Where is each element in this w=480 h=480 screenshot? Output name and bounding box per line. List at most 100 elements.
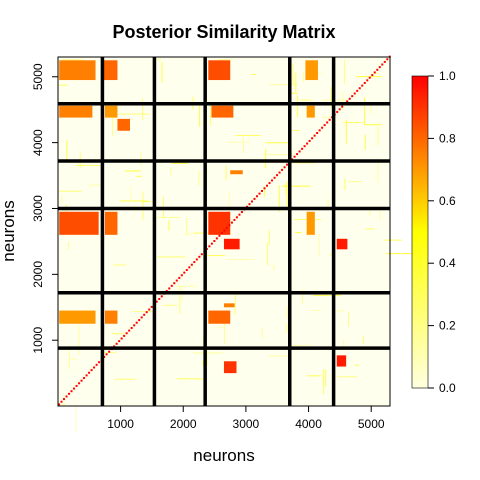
diagonal-cell — [255, 195, 258, 198]
diagonal-cell — [235, 216, 238, 219]
diagonal-cell — [271, 179, 274, 182]
texture-mark — [111, 333, 125, 335]
diagonal-cell — [225, 226, 228, 229]
texture-mark — [263, 186, 265, 197]
diagonal-cell — [321, 126, 324, 129]
texture-mark — [386, 253, 415, 255]
texture-mark — [336, 310, 345, 312]
texture-mark — [313, 294, 341, 296]
diagonal-cell — [230, 221, 233, 224]
texture-mark — [226, 258, 255, 260]
similarity-block — [223, 303, 235, 308]
diagonal-cell — [80, 379, 83, 382]
texture-mark — [225, 165, 227, 180]
y-tick-label: 5000 — [31, 63, 45, 90]
diagonal-cell — [150, 305, 153, 308]
x-tick-label: 5000 — [358, 417, 385, 431]
texture-mark — [370, 102, 372, 114]
texture-mark — [318, 234, 320, 256]
colorbar-ticks: 0.0 0.2 0.4 0.6 0.8 1.0 — [428, 69, 456, 395]
y-tick-label: 4000 — [31, 129, 45, 156]
diagonal-cell — [358, 87, 361, 90]
texture-mark — [193, 352, 223, 354]
y-axis-title: neurons — [0, 200, 18, 261]
diagonal-cell — [73, 387, 76, 390]
diagonal-cell — [381, 63, 384, 66]
texture-mark — [58, 190, 82, 192]
texture-mark — [161, 62, 163, 83]
diagonal-cell — [266, 184, 269, 187]
texture-mark — [157, 216, 181, 218]
texture-mark — [278, 185, 280, 213]
texture-mark — [364, 124, 382, 126]
texture-mark — [112, 110, 114, 137]
texture-mark — [267, 355, 288, 357]
diagonal-cell — [178, 276, 181, 279]
texture-mark — [120, 200, 148, 202]
diagonal-cell — [351, 95, 354, 98]
texture-mark — [206, 255, 226, 257]
texture-mark — [88, 184, 105, 186]
texture-mark — [75, 164, 101, 166]
texture-mark — [140, 152, 142, 167]
texture-mark — [354, 364, 359, 366]
texture-mark — [61, 194, 63, 204]
diagonal-cell — [125, 332, 128, 335]
similarity-block — [104, 310, 118, 324]
diagonal-cell — [98, 361, 101, 364]
texture-mark — [206, 213, 208, 221]
texture-mark — [293, 162, 315, 164]
diagonal-cell — [301, 147, 304, 150]
diagonal-cell — [180, 274, 183, 277]
diagonal-cell — [173, 282, 176, 285]
diagonal-cell — [168, 287, 171, 290]
texture-mark — [286, 181, 288, 210]
texture-mark — [327, 199, 329, 207]
diagonal-cell — [376, 68, 379, 71]
diagonal-cell — [88, 371, 91, 374]
similarity-block — [223, 361, 237, 374]
diagonal-cell — [115, 342, 118, 345]
texture-mark — [172, 162, 189, 164]
texture-mark — [99, 351, 117, 353]
diagonal-cell — [70, 390, 73, 393]
diagonal-cell — [371, 74, 374, 77]
colorbar-tick-label: 0.8 — [439, 131, 456, 145]
diagonal-cell — [278, 171, 281, 174]
x-tick-label: 4000 — [295, 417, 322, 431]
texture-mark — [179, 285, 181, 314]
texture-mark — [176, 378, 204, 380]
diagonal-cell — [260, 189, 263, 192]
diagonal-cell — [60, 400, 63, 403]
similarity-block — [101, 60, 118, 81]
diagonal-cell — [160, 295, 163, 298]
diagonal-cell — [58, 403, 60, 406]
texture-mark — [199, 103, 201, 127]
diagonal-cell — [85, 374, 88, 377]
texture-mark — [306, 375, 322, 377]
similarity-block — [59, 60, 96, 81]
diagonal-cell — [383, 60, 386, 63]
texture-mark — [377, 157, 379, 183]
texture-mark — [323, 369, 325, 395]
diagonal-cell — [138, 319, 141, 322]
texture-mark — [70, 358, 78, 360]
texture-mark — [322, 116, 333, 118]
diagonal-cell — [218, 234, 221, 237]
texture-mark — [301, 289, 303, 305]
texture-mark — [331, 86, 333, 109]
texture-mark — [217, 59, 233, 61]
diagonal-cell — [341, 105, 344, 108]
texture-mark — [114, 378, 136, 380]
diagonal-cell — [366, 79, 369, 82]
diagonal-cell — [386, 58, 389, 61]
texture-mark — [69, 345, 71, 370]
texture-mark — [119, 113, 150, 115]
texture-mark — [217, 326, 223, 328]
diagonal-cell — [318, 129, 321, 132]
colorbar-tick-label: 1.0 — [439, 69, 456, 83]
similarity-block — [59, 211, 99, 235]
diagonal-cell — [158, 297, 161, 300]
texture-mark — [142, 98, 144, 120]
